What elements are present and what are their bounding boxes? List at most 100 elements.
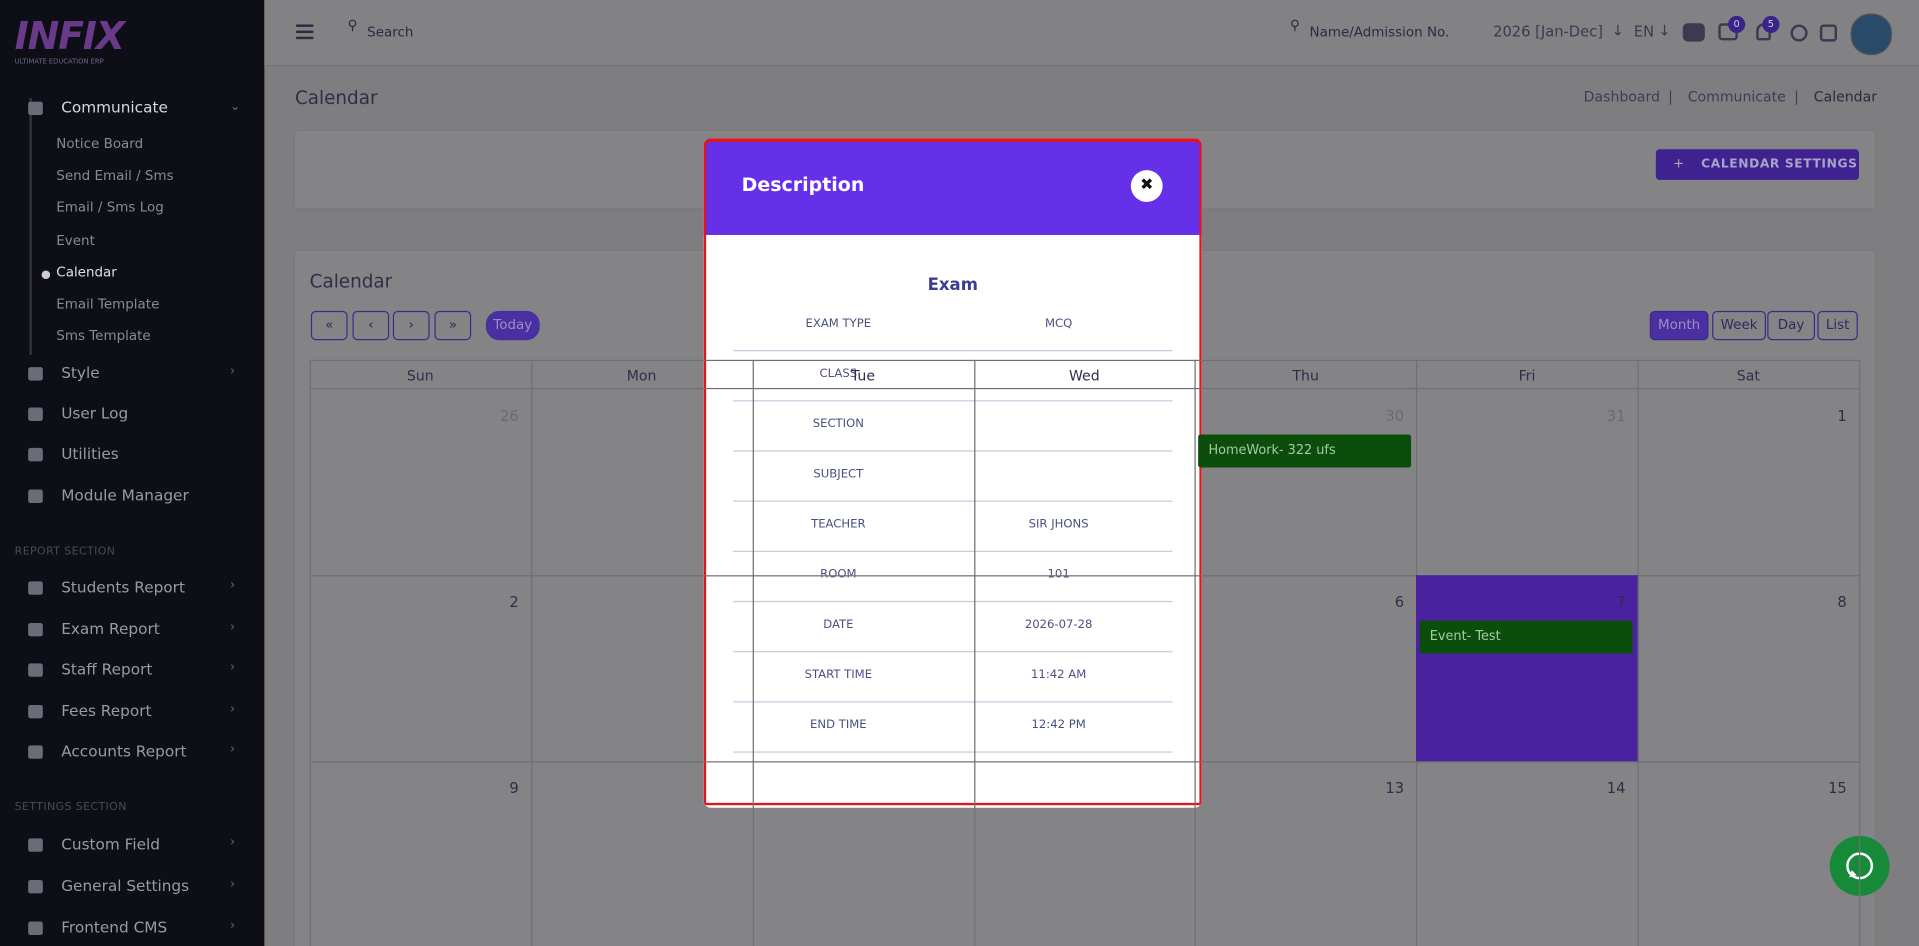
sidebar: INFIX ULTIMATE EDUCATION ERP Communicate… xyxy=(0,0,265,946)
day-cell xyxy=(752,761,975,946)
row-label: DATE xyxy=(823,618,854,632)
weekday: Fri xyxy=(1518,367,1536,385)
menu-item[interactable]: Frontend CMS xyxy=(61,917,168,937)
weekday: Sat xyxy=(1736,367,1760,385)
row-divider xyxy=(733,751,1173,753)
menu-item[interactable]: Custom Field xyxy=(61,834,160,854)
event[interactable]: HomeWork- 322 ufs xyxy=(1198,434,1412,468)
day-number: 2 xyxy=(509,593,519,611)
day-cell xyxy=(1416,575,1639,763)
submenu-item[interactable]: Send Email / Sms xyxy=(56,167,174,184)
submenu-item[interactable]: Email / Sms Log xyxy=(56,199,164,216)
day-cell xyxy=(1638,761,1861,946)
menu-icon xyxy=(28,581,43,595)
language[interactable]: EN xyxy=(1633,23,1655,41)
menu-icon xyxy=(28,367,43,381)
day-cell xyxy=(309,575,533,763)
day-cell xyxy=(752,575,975,763)
day-cell xyxy=(1637,389,1861,577)
submenu-item[interactable]: Email Template xyxy=(56,296,160,313)
day-number: 1 xyxy=(1837,407,1847,425)
weekday: Mon xyxy=(626,367,657,385)
day-cell xyxy=(530,389,754,577)
weekday: Sun xyxy=(406,367,434,385)
weekday-cell xyxy=(530,359,754,390)
menu-item[interactable]: Utilities xyxy=(61,444,119,463)
weekday-cell xyxy=(973,359,1197,390)
student-search[interactable]: Name/Admission No. xyxy=(1309,24,1450,41)
chevron: › xyxy=(230,835,235,850)
weekday: Thu xyxy=(1292,367,1319,385)
row-divider xyxy=(733,350,1173,352)
day-cell xyxy=(531,761,754,946)
menu-icon xyxy=(28,407,43,422)
row-divider xyxy=(733,651,1173,653)
row-value: 11:42 AM xyxy=(1031,668,1087,682)
day-number: 30 xyxy=(1385,407,1405,425)
topbar: ⚲ Search ⚲ Name/Admission No. 2026 [Jan-… xyxy=(264,0,1919,67)
day-cell xyxy=(530,575,754,763)
submenu-item[interactable]: Notice Board xyxy=(56,135,144,152)
view-button[interactable]: List xyxy=(1817,310,1858,341)
menu-item[interactable]: Communicate xyxy=(61,97,168,117)
day-number: 8 xyxy=(1837,593,1847,611)
menu-icon xyxy=(28,838,43,852)
page-title: Calendar xyxy=(294,86,378,109)
row-value: 101 xyxy=(1047,567,1070,582)
day-cell xyxy=(1194,389,1418,577)
row-label: TEACHER xyxy=(811,517,866,532)
menu-item[interactable]: Staff Report xyxy=(61,659,153,679)
submenu-item[interactable]: Sms Template xyxy=(56,328,151,345)
menu-item[interactable]: Exam Report xyxy=(61,618,160,638)
event-title: Exam xyxy=(927,275,978,295)
active-dot xyxy=(41,270,51,279)
day-cell xyxy=(973,389,1197,577)
menu-item[interactable]: Module Manager xyxy=(61,485,189,505)
weekday-cell xyxy=(1637,359,1861,390)
menu-item[interactable]: Students Report xyxy=(61,577,185,597)
row-divider xyxy=(733,450,1173,452)
calendar-settings-button[interactable]: CALENDAR SETTINGS xyxy=(1701,157,1858,172)
search[interactable]: Search xyxy=(367,24,414,41)
day-cell xyxy=(752,389,975,577)
logo-tagline: ULTIMATE EDUCATION ERP xyxy=(14,58,104,67)
close-button[interactable]: ✖ xyxy=(1130,170,1163,202)
row-label: SUBJECT xyxy=(813,467,864,481)
today-button[interactable]: Today xyxy=(485,310,540,341)
row-label: END TIME xyxy=(810,718,867,732)
row-value: SIR JHONS xyxy=(1028,517,1089,532)
day-number: 14 xyxy=(1606,779,1626,797)
day-number: 9 xyxy=(509,779,519,797)
row-label: SECTION xyxy=(812,417,864,431)
menu-item[interactable]: General Settings xyxy=(61,876,190,895)
chevron: › xyxy=(230,919,235,933)
weekday-cell xyxy=(309,359,533,390)
day-number: 7 xyxy=(1616,593,1626,611)
menu-item[interactable]: Fees Report xyxy=(61,701,152,720)
chevron: › xyxy=(230,743,235,757)
breadcrumb[interactable]: Communicate xyxy=(1687,88,1786,106)
breadcrumb: Calendar xyxy=(1813,88,1878,106)
chevron: › xyxy=(230,578,235,593)
submenu-item[interactable]: Event xyxy=(56,232,95,248)
menu-item[interactable]: Accounts Report xyxy=(61,742,187,761)
row-divider xyxy=(733,400,1173,402)
weekday-cell xyxy=(1194,359,1418,390)
day-number: 31 xyxy=(1606,407,1626,425)
day-number: 6 xyxy=(1394,593,1405,611)
breadcrumb[interactable]: Dashboard xyxy=(1583,88,1661,106)
menu-item[interactable]: Style xyxy=(61,363,100,382)
session[interactable]: 2026 [Jan-Dec] xyxy=(1493,23,1603,41)
view-button[interactable]: Day xyxy=(1767,310,1815,341)
weekday: Wed xyxy=(1068,367,1100,385)
row-label: ROOM xyxy=(820,567,857,582)
day-cell xyxy=(1416,761,1639,946)
event[interactable]: Event- Test xyxy=(1420,620,1633,654)
day-cell xyxy=(1195,761,1418,946)
view-button[interactable]: Week xyxy=(1712,310,1767,341)
submenu-item[interactable]: Calendar xyxy=(56,264,117,281)
view-button[interactable]: Month xyxy=(1649,310,1709,341)
weekday-cell xyxy=(752,359,975,390)
menu-item[interactable]: User Log xyxy=(61,403,129,423)
